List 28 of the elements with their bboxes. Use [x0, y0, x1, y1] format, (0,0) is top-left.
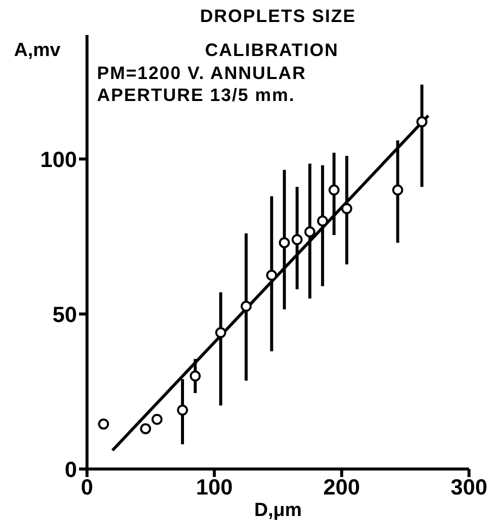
point [317, 216, 328, 226]
y-tick-label: 50 [52, 302, 77, 327]
chart-subtitle: CALIBRATION [205, 40, 339, 61]
x-tick-label: 100 [196, 474, 233, 500]
x-tick-label: 0 [80, 474, 94, 500]
y-tick-label: 0 [64, 456, 77, 482]
annotation: PM=1200 V. ANNULAR APERTURE 13/5 mm. [97, 62, 308, 106]
point [328, 184, 340, 196]
point [190, 370, 201, 382]
x-axis-title: D,μm [254, 500, 302, 522]
point [177, 404, 188, 416]
point [266, 270, 278, 281]
x-tick-label: 300 [450, 474, 488, 500]
point [152, 414, 163, 425]
point [341, 203, 352, 214]
y-axis-title: A,mv [14, 40, 60, 62]
point [215, 327, 226, 338]
point [240, 300, 252, 312]
point [304, 226, 316, 238]
point [392, 184, 404, 196]
point [416, 116, 428, 128]
point [98, 418, 110, 430]
point [278, 237, 290, 248]
point [292, 234, 303, 246]
y-tick-label: 100 [40, 146, 77, 172]
point [140, 423, 152, 434]
chart-title: DROPLETS SIZE [200, 6, 356, 27]
x-tick-label: 200 [323, 474, 360, 500]
